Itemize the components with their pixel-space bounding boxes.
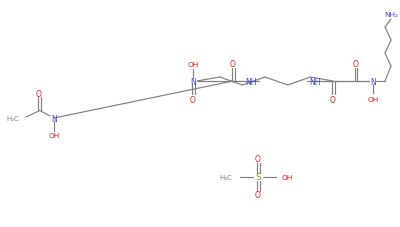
Text: N: N: [51, 114, 57, 123]
Text: NH₂: NH₂: [384, 12, 398, 18]
Text: N: N: [370, 77, 376, 86]
Text: H₃C: H₃C: [6, 116, 19, 121]
Text: NH: NH: [245, 77, 257, 86]
Text: OH: OH: [48, 132, 60, 138]
Text: OH: OH: [282, 174, 293, 180]
Text: OH: OH: [367, 96, 379, 103]
Text: O: O: [190, 95, 196, 104]
Text: H₃C: H₃C: [219, 174, 232, 180]
Text: O: O: [353, 59, 359, 68]
Text: O: O: [255, 155, 261, 164]
Text: S: S: [255, 173, 261, 182]
Text: O: O: [255, 191, 261, 200]
Text: O: O: [230, 59, 236, 68]
Text: N: N: [190, 77, 196, 86]
Text: O: O: [330, 95, 336, 104]
Text: OH: OH: [187, 62, 199, 68]
Text: NH: NH: [309, 77, 321, 86]
Text: O: O: [36, 89, 42, 98]
